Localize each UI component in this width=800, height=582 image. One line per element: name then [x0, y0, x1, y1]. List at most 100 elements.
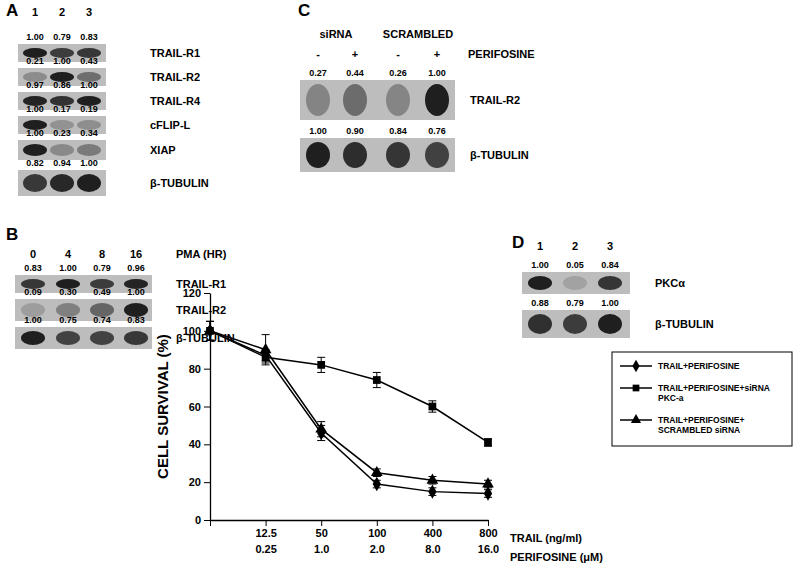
legend-entry: TRAIL+PERIFOSINE+SCRAMBLED siRNA [620, 414, 744, 435]
blot-band [21, 331, 45, 345]
blot-panel: A1231.000.790.83TRAIL-R10.211.000.43TRAI… [6, 1, 209, 196]
blot-strip [300, 138, 455, 172]
y-tick: 120 [183, 287, 210, 299]
panel-letter: B [6, 225, 18, 244]
band-value: 1.00 [59, 263, 77, 273]
error-bar-cap [428, 400, 436, 401]
error-bar-cap [317, 357, 325, 358]
x-tick-label-2: 0.25 [255, 543, 276, 555]
row-label: TRAIL-R4 [150, 95, 201, 107]
error-bar-cap [373, 476, 381, 477]
error-bar-cap [484, 487, 492, 488]
x-tick-mark [266, 520, 267, 526]
blot-band [386, 142, 410, 168]
chart: 02040608010012012.50.25501.01002.04008.0… [154, 287, 792, 563]
y-tick-label: 0 [195, 514, 201, 526]
x-axis: 12.50.25501.01002.04008.080016.0 [211, 520, 500, 555]
blot-panel: D1231.000.050.84PKCα0.880.791.00β-TUBULI… [512, 233, 714, 338]
error-bar-cap [317, 436, 325, 437]
lane-label: 3 [86, 6, 92, 18]
blot-band [528, 276, 552, 290]
blot-strip [18, 170, 106, 196]
blot-band [90, 331, 114, 345]
panel-letter: D [512, 233, 524, 252]
y-tick-label: 80 [189, 363, 201, 375]
y-tick-mark [204, 293, 210, 294]
y-tick-mark [204, 444, 210, 445]
band-value: 1.00 [428, 68, 446, 78]
x-tick [210, 520, 211, 526]
band-value: 0.88 [531, 298, 549, 308]
x-tick-label: 800 [479, 527, 497, 539]
y-tick: 20 [189, 476, 210, 488]
error-bar-cap [206, 321, 214, 322]
band-value: 0.09 [24, 287, 42, 297]
blot-band [124, 331, 148, 345]
x-tick-label-2: 16.0 [478, 543, 499, 555]
blot-panel: B04816PMA (HR)0.831.000.790.96TRAIL-R10.… [6, 225, 235, 349]
legend-marker [632, 360, 639, 372]
blot-band [425, 84, 449, 116]
blot-strip [522, 272, 630, 294]
series-marker [373, 477, 381, 491]
blot-strip [15, 327, 152, 349]
row-label: β-TUBULIN [655, 318, 714, 330]
row-label: TRAIL-R2 [176, 304, 226, 316]
band-value: 0.83 [127, 315, 145, 325]
band-value: 0.21 [26, 56, 44, 66]
band-value: 1.00 [80, 80, 98, 90]
band-value: 0.94 [53, 158, 71, 168]
lane-label: - [396, 48, 400, 60]
error-bar-cap [428, 484, 436, 485]
legend-box [612, 352, 792, 446]
error-bar-cap [206, 321, 214, 322]
lanes-title: PERIFOSINE [468, 48, 535, 60]
blot-band [23, 144, 47, 156]
y-tick: 0 [195, 514, 210, 526]
band-value: 0.75 [59, 315, 77, 325]
error-bar [317, 357, 325, 372]
legend-label: TRAIL+PERIFOSINE+siRNAPKC-a [658, 383, 770, 403]
band-value: 1.00 [80, 158, 98, 168]
blot-band [425, 142, 449, 168]
band-value: 1.00 [601, 298, 619, 308]
error-bar-cap [262, 334, 270, 335]
blot-band [598, 276, 622, 290]
panel-letter: C [298, 1, 310, 20]
error-bar-cap [206, 321, 214, 322]
blot-panel: C-+-+PERIFOSINEsiRNASCRAMBLED0.270.440.2… [298, 1, 535, 172]
y-tick-label: 20 [189, 476, 201, 488]
legend-label: TRAIL+PERIFOSINE+SCRAMBLED siRNA [658, 415, 744, 435]
series [204, 321, 494, 487]
group-label: SCRAMBLED [383, 28, 453, 40]
legend: TRAIL+PERIFOSINETRAIL+PERIFOSINE+siRNAPK… [612, 352, 792, 446]
band-value: 1.00 [127, 287, 145, 297]
x-tick-label: 100 [368, 527, 386, 539]
series-marker [371, 466, 383, 476]
blot-band [50, 174, 74, 192]
band-value: 1.00 [24, 315, 42, 325]
row-label: TRAIL-R1 [150, 47, 200, 59]
blot-band [306, 84, 330, 116]
y-title: CELL SURVIVAL (%) [154, 334, 171, 479]
band-value: 1.00 [26, 104, 44, 114]
y-tick-label: 60 [189, 401, 201, 413]
x-tick-label-2: 1.0 [314, 543, 329, 555]
band-value: 0.86 [53, 80, 71, 90]
blot-strip [18, 140, 106, 160]
band-value: 1.00 [26, 32, 44, 42]
blot-strip [522, 310, 630, 338]
legend-marker [631, 414, 641, 423]
band-value: 0.82 [26, 158, 44, 168]
x-tick-label-2: 2.0 [370, 543, 385, 555]
error-bar-cap [373, 372, 381, 373]
lane-label: 1 [32, 6, 38, 18]
series-marker [317, 361, 325, 369]
series [206, 321, 492, 446]
error-bar-cap [317, 372, 325, 373]
series-marker [428, 484, 436, 498]
x-tick-mark [432, 520, 433, 526]
lane-label: 3 [607, 240, 613, 252]
blot-band [598, 314, 622, 334]
band-value: 0.79 [53, 32, 71, 42]
